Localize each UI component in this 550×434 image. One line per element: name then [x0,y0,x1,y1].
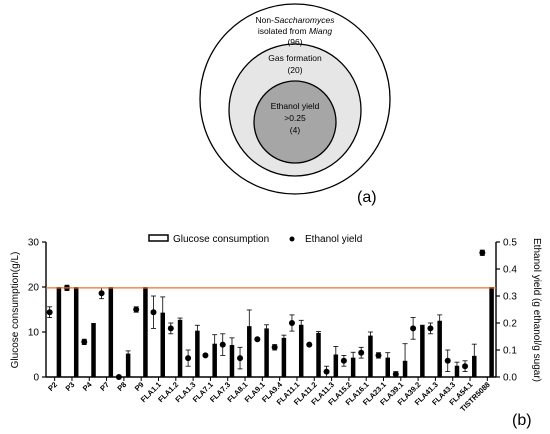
legend-swatch-glucose [148,234,169,242]
point-ethanol [167,325,174,332]
bar-glucose [281,337,287,377]
outer-label-line1: Non-Saccharomyces [256,15,336,25]
middle-count: (20) [287,65,302,75]
point-ethanol [115,374,122,380]
point-ethanol [340,357,347,364]
point-ethanol [133,306,140,313]
point-ethanol [410,325,417,332]
y-tick-label: 30 [28,238,40,249]
point-ethanol [392,371,399,378]
bar-glucose [454,365,460,377]
x-tick-label: P8 [115,380,128,393]
point-ethanol [306,341,313,348]
bar-glucose [298,324,304,377]
point-ethanol [462,363,469,370]
bar-glucose [350,357,356,377]
y-tick-label: 10 [28,328,40,339]
bar-glucose [143,287,148,377]
y2-tick-label: 0.2 [503,319,517,330]
plot-area [46,249,496,380]
point-ethanol [98,290,105,297]
y-tick-label: 0 [33,373,39,384]
outer-count: (96) [287,37,302,47]
point-ethanol [202,352,209,359]
y2-tick-label: 0.5 [503,238,517,249]
bar-glucose [212,343,217,377]
bar-glucose [229,345,235,377]
legend-label-glucose: Glucose consumption [173,234,269,245]
y2-tick-label: 0.0 [503,373,517,384]
panel-b: Glucose consumption Ethanol yield Glucos… [10,234,542,429]
inner-threshold: >0.25 [284,113,306,123]
legend-marker-ethanol [289,236,295,242]
bar-glucose [333,354,339,377]
y2-axis-title: Ethanol yield (g ethanol/g sugar) [531,238,542,382]
bar-glucose [125,353,131,377]
inner-circle [253,80,337,164]
y2-tick-label: 0.3 [503,292,517,303]
bar-glucose [177,319,183,377]
bar-glucose [195,330,200,377]
panel-a: Non-Saccharomyces isolated from Miang (9… [199,3,391,206]
point-ethanol [358,349,365,356]
y-axis-title: Glucose consumption(g/L) [10,252,21,369]
panel-a-label: (a) [357,189,377,206]
x-tick-label: P9 [133,380,146,393]
inner-count: (4) [290,125,301,135]
point-ethanol [81,338,88,345]
x-tick-label: P2 [46,380,59,393]
bar-glucose [420,324,425,377]
bar-glucose [316,332,321,377]
point-ethanol [46,309,53,316]
x-tick-label: P4 [81,379,94,392]
bar-glucose [247,326,252,377]
bar-glucose [385,357,390,377]
bar-glucose [91,323,96,377]
y2-tick-label: 0.1 [503,346,517,357]
bar-glucose [73,287,79,377]
bar-glucose [437,320,442,377]
x-tick-label: P7 [98,380,111,393]
point-ethanol [150,309,157,316]
point-ethanol [375,352,382,359]
y-tick-label: 20 [28,283,40,294]
bar-glucose [264,328,269,377]
y2-tick-label: 0.4 [503,265,517,276]
middle-label: Gas formation [268,53,322,63]
point-ethanol [185,355,192,362]
point-ethanol [271,344,278,351]
outer-label-line2: isolated from Miang [258,26,332,36]
point-ethanol [323,368,330,375]
point-ethanol [444,357,451,364]
point-ethanol [237,355,244,362]
point-ethanol [479,249,486,256]
point-ethanol [288,320,295,326]
point-ethanol [427,325,434,332]
x-tick-label: P3 [64,380,77,393]
bar-glucose [108,287,114,377]
bar-glucose [160,312,165,377]
panel-b-label: (b) [512,412,532,429]
legend-label-ethanol: Ethanol yield [305,234,362,245]
legend: Glucose consumption Ethanol yield [148,234,362,245]
bar-glucose [489,287,494,377]
point-ethanol [219,341,226,348]
inner-label: Ethanol yield [271,101,320,111]
point-ethanol [254,336,261,343]
bar-glucose [56,287,62,377]
bar-glucose [368,335,373,377]
